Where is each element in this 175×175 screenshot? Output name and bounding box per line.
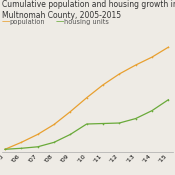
- housing units: [69, 133, 71, 135]
- Text: —: —: [2, 17, 10, 26]
- housing units: [102, 122, 104, 125]
- housing units: [4, 148, 6, 150]
- population: [69, 111, 71, 113]
- Text: housing units: housing units: [64, 19, 109, 25]
- housing units: [53, 141, 55, 143]
- housing units: [37, 146, 39, 148]
- housing units: [135, 117, 137, 120]
- housing units: [86, 123, 88, 125]
- Text: —: —: [56, 17, 64, 26]
- housing units: [118, 122, 120, 124]
- population: [53, 123, 55, 125]
- population: [151, 56, 153, 58]
- housing units: [151, 110, 153, 112]
- population: [167, 46, 169, 48]
- Line: population: population: [4, 46, 169, 150]
- Text: Multnomah County, 2005-2015: Multnomah County, 2005-2015: [2, 11, 121, 20]
- population: [118, 73, 120, 75]
- population: [86, 97, 88, 99]
- population: [102, 84, 104, 86]
- housing units: [167, 99, 169, 101]
- Text: Cumulative population and housing growth in: Cumulative population and housing growth…: [2, 0, 175, 9]
- population: [4, 148, 6, 150]
- housing units: [20, 147, 22, 149]
- Line: housing units: housing units: [4, 99, 169, 150]
- population: [37, 133, 39, 135]
- Text: population: population: [10, 19, 45, 25]
- population: [135, 64, 137, 66]
- population: [20, 141, 22, 143]
